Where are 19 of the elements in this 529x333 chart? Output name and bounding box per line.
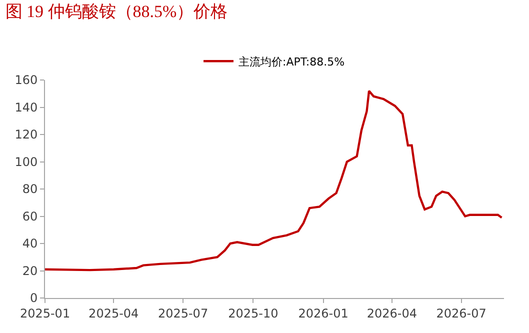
x-tick-label: 2025-04: [88, 306, 139, 320]
y-tick-label: 40: [22, 236, 38, 251]
x-tick-label: 2025-07: [158, 306, 208, 320]
x-tick-label: 2025-01: [20, 306, 70, 320]
x-tick-label: 2026-04: [366, 306, 417, 320]
y-tick-label: 0: [30, 291, 38, 306]
y-tick-label: 140: [14, 100, 38, 114]
chart-title: 图 19 仲钨酸铵（88.5%）价格: [5, 2, 228, 21]
y-tick-label: 20: [22, 264, 38, 278]
y-tick-label: 160: [14, 73, 38, 88]
y-tick-label: 80: [22, 182, 38, 196]
y-tick-label: 100: [14, 154, 38, 169]
line-series: [45, 90, 503, 272]
x-tick-label: 2026-01: [298, 306, 348, 320]
x-tick-label: 2026-07: [436, 306, 486, 320]
x-tick-label: 2025-10: [228, 306, 278, 320]
legend-label: 主流均价:APT:88.5%: [238, 55, 345, 68]
y-tick-label: 60: [22, 209, 38, 224]
y-tick-label: 120: [14, 128, 38, 142]
